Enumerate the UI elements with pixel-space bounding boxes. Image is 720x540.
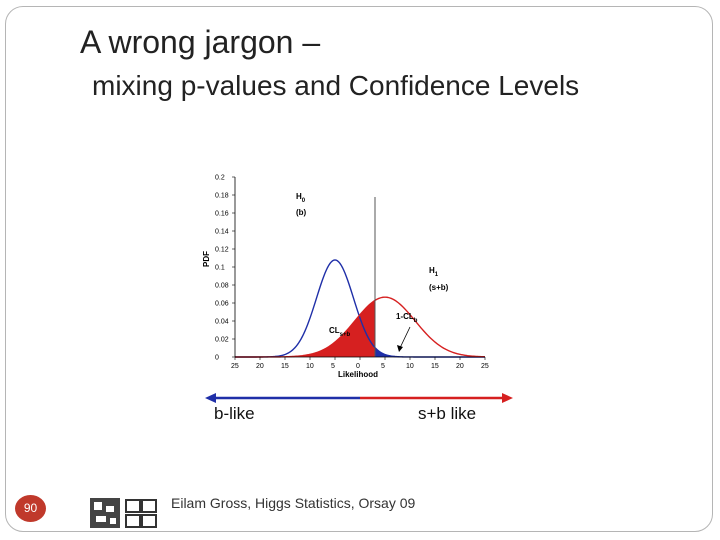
y-tick-label-4: 0.08: [215, 283, 229, 290]
sb-like-arrowhead: [502, 393, 513, 403]
slide-title: A wrong jargon –: [80, 24, 321, 60]
x-tick-label-10: 25: [481, 363, 489, 370]
logo-glyph-1: [125, 499, 141, 513]
one-minus-clb-label: 1-CLb: [396, 312, 418, 324]
y-axis-label: PDF: [202, 251, 211, 267]
b-like-arrowhead: [205, 393, 216, 403]
y-tick-label-10: 0.2: [215, 175, 225, 182]
h1-label: H1: [429, 266, 439, 278]
x-tick-label-2: 15: [281, 363, 289, 370]
x-tick-label-3: 10: [306, 363, 314, 370]
h1-desc: (s+b): [429, 283, 449, 292]
logo-glyph-4: [141, 514, 157, 528]
x-tick-label-0: 25: [231, 363, 239, 370]
h0-label: H0: [296, 192, 306, 204]
footer-text: Eilam Gross, Higgs Statistics, Orsay 09: [171, 495, 416, 511]
b-like-label: b-like: [214, 404, 255, 423]
institute-logo: [90, 498, 157, 528]
y-tick-label-2: 0.04: [215, 319, 229, 326]
x-tick-label-5: 0: [356, 363, 360, 370]
slide-frame: [5, 6, 713, 532]
y-tick-label-9: 0.18: [215, 193, 229, 200]
clb-pointer-arrow: [398, 326, 411, 351]
slide-subtitle: mixing p-values and Confidence Levels: [92, 70, 580, 101]
page-number-badge: 90: [15, 495, 46, 522]
one-minus-clb-shaded-area: [375, 347, 420, 357]
x-axis-label: Likelihood: [338, 370, 378, 379]
h0-desc: (b): [296, 208, 307, 217]
cls-label: CLs+b: [329, 326, 351, 338]
x-tick-label-7: 10: [406, 363, 414, 370]
cls-shaded-area: [290, 300, 375, 357]
y-tick-label-5: 0.1: [215, 265, 225, 272]
y-tick-label-7: 0.14: [215, 229, 229, 236]
x-tick-label-6: 5: [381, 363, 385, 370]
sb-like-label: s+b like: [418, 404, 477, 423]
logo-glyph-3: [125, 514, 141, 528]
x-tick-label-9: 20: [456, 363, 464, 370]
x-tick-label-8: 15: [431, 363, 439, 370]
likelihood-pdf-chart: 0 0.02 0.04 0.06 0.08 0.1 0.12 0.14 0.16 0.18 0.2 2…: [202, 175, 489, 380]
y-tick-label-6: 0.12: [215, 247, 229, 254]
likelihood-direction-arrow: [205, 393, 513, 403]
y-tick-label-3: 0.06: [215, 301, 229, 308]
x-tick-label-4: 5: [331, 363, 335, 370]
logo-glyph-2: [141, 499, 157, 513]
x-tick-label-1: 20: [256, 363, 264, 370]
y-tick-label-1: 0.02: [215, 337, 229, 344]
y-tick-label-0: 0: [215, 355, 219, 362]
clb-pointer-arrowhead: [397, 345, 403, 352]
y-tick-label-8: 0.16: [215, 211, 229, 218]
